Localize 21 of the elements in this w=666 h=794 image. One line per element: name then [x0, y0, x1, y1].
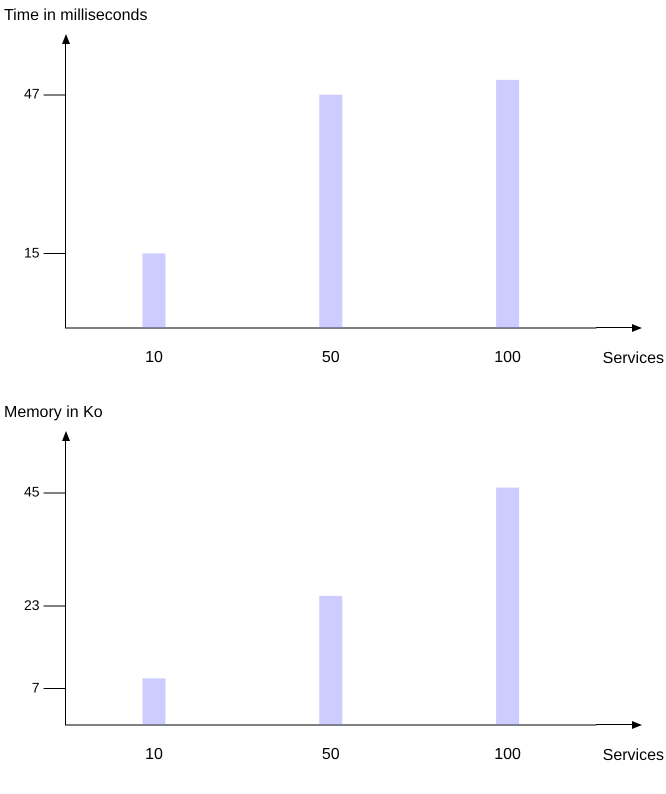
bar [319, 596, 342, 725]
x-tick-label: 50 [322, 746, 340, 763]
bar [142, 678, 166, 725]
bar [142, 253, 166, 328]
x-tick-label: 10 [145, 348, 163, 366]
y-axis-title: Memory in Ko [4, 404, 103, 421]
x-tick-label: 10 [145, 746, 163, 763]
bar [319, 94, 342, 328]
x-tick-label: 100 [494, 746, 522, 763]
y-tick-label: 7 [32, 680, 40, 696]
bar [496, 488, 520, 725]
y-axis-title: Time in milliseconds [4, 7, 148, 24]
x-tick-label: 50 [322, 348, 340, 366]
y-tick-label: 45 [24, 484, 40, 500]
x-axis-title: Services [602, 350, 664, 367]
y-tick-label: 23 [24, 597, 40, 614]
x-axis-title: Services [602, 746, 664, 764]
bar [496, 80, 520, 328]
y-tick-label: 15 [24, 244, 40, 260]
x-tick-label: 100 [494, 348, 522, 366]
y-tick-label: 47 [24, 86, 40, 102]
